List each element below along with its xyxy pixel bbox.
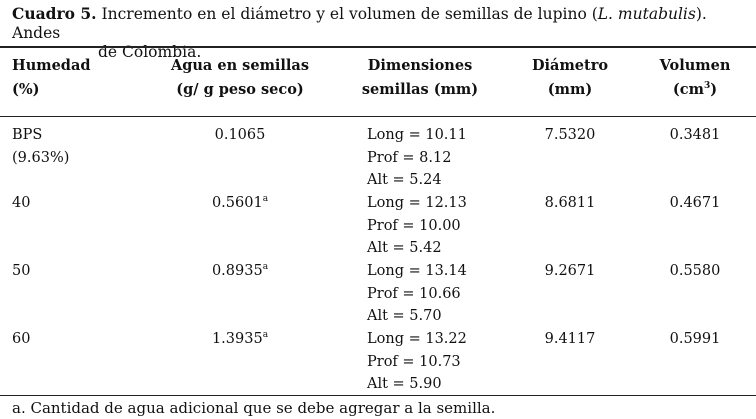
header-agua-label: Agua en semillas bbox=[170, 57, 309, 74]
cell-agua: 0.1065 bbox=[150, 124, 330, 147]
cell-agua-footnote-mark: a bbox=[262, 262, 269, 273]
cell-humedad-line: BPS bbox=[12, 127, 43, 143]
cell-dimension-line: Long = 13.22 bbox=[367, 331, 467, 347]
cell-agua-value: 0.8935 bbox=[211, 263, 263, 279]
caption-species: L. mutabulis bbox=[597, 5, 696, 23]
cell-volumen: 0.5580 bbox=[669, 263, 721, 279]
header-diametro-unit: (mm) bbox=[547, 81, 593, 98]
volumen-unit-open: (cm bbox=[672, 81, 704, 98]
cell-dimension-line: Alt = 5.70 bbox=[367, 308, 442, 324]
cell-humedad-line bbox=[12, 351, 30, 374]
cell-dimension-line: Long = 13.14 bbox=[367, 263, 467, 279]
table-top-rule bbox=[0, 46, 756, 48]
cell-agua: 0.5601a bbox=[150, 192, 330, 215]
header-diametro-label: Diámetro bbox=[531, 57, 609, 74]
cell-agua-footnote-mark: a bbox=[262, 330, 269, 341]
cell-dimension-line: Prof = 8.12 bbox=[367, 149, 452, 166]
cell-dimension-line: Prof = 10.00 bbox=[367, 217, 461, 234]
header-humedad: Humedad (%) bbox=[12, 54, 90, 102]
cell-humedad: 60 bbox=[12, 328, 30, 373]
cell-humedad: 40 bbox=[12, 192, 30, 237]
cell-dimension-line: Prof = 10.66 bbox=[367, 285, 461, 302]
cell-dimension-line: Long = 12.13 bbox=[367, 195, 467, 211]
cell-diametro: 9.2671 bbox=[544, 263, 596, 279]
header-dimensiones-label: Dimensiones bbox=[367, 57, 473, 74]
cell-agua-value: 0.1065 bbox=[214, 127, 266, 143]
cell-humedad: 50 bbox=[12, 260, 30, 305]
table-bottom-rule bbox=[0, 395, 756, 396]
cell-agua-value: 0.5601 bbox=[211, 195, 263, 211]
cell-humedad-line bbox=[12, 283, 30, 306]
cell-agua: 0.8935a bbox=[150, 260, 330, 283]
table-header-rule bbox=[0, 116, 756, 117]
header-agua: Agua en semillas (g/ g peso seco) bbox=[150, 54, 330, 102]
header-volumen: Volumen (cm3) bbox=[640, 54, 750, 102]
cell-agua: 1.3935a bbox=[150, 328, 330, 351]
volumen-unit-sup: 3 bbox=[703, 81, 711, 92]
cell-dimension-line: Alt = 5.24 bbox=[367, 172, 442, 188]
header-dimensiones-unit: semillas (mm) bbox=[361, 81, 479, 98]
cell-diametro: 7.5320 bbox=[544, 127, 596, 143]
cell-dimension-line: Long = 10.11 bbox=[367, 127, 467, 143]
header-dimensiones: Dimensiones semillas (mm) bbox=[340, 54, 500, 102]
cell-humedad-line: 40 bbox=[12, 195, 31, 211]
cell-diametro: 9.4117 bbox=[544, 331, 596, 347]
cell-humedad-line: 60 bbox=[12, 331, 31, 347]
cell-diametro: 8.6811 bbox=[544, 195, 596, 211]
cell-volumen: 0.5991 bbox=[669, 331, 721, 347]
table-footnote: a. Cantidad de agua adicional que se deb… bbox=[12, 399, 496, 417]
cell-dimension-line: Alt = 5.42 bbox=[367, 240, 442, 256]
header-volumen-unit: (cm3) bbox=[640, 78, 750, 102]
cell-humedad-line: (9.63%) bbox=[12, 149, 70, 166]
cell-agua-footnote-mark: a bbox=[262, 194, 269, 205]
cell-agua-value: 1.3935 bbox=[211, 331, 263, 347]
header-humedad-label: Humedad bbox=[12, 57, 91, 74]
cell-dimension-line: Prof = 10.73 bbox=[367, 353, 461, 370]
cell-dimensiones: Long = 13.22 Prof = 10.73 Alt = 5.90 bbox=[367, 328, 467, 396]
cell-dimensiones: Long = 10.11 Prof = 8.12 Alt = 5.24 bbox=[367, 124, 467, 192]
cell-dimension-line: Alt = 5.90 bbox=[367, 376, 442, 392]
cell-dimensiones: Long = 13.14 Prof = 10.66 Alt = 5.70 bbox=[367, 260, 467, 328]
header-agua-unit: (g/ g peso seco) bbox=[176, 81, 304, 98]
table-caption: Cuadro 5. Incremento en el diámetro y el… bbox=[12, 4, 747, 62]
caption-text-end: ). Andes bbox=[12, 5, 707, 42]
volumen-unit-close: ) bbox=[710, 81, 718, 98]
header-volumen-label: Volumen bbox=[659, 57, 731, 74]
cell-humedad-line: 50 bbox=[12, 263, 31, 279]
header-humedad-unit: (%) bbox=[12, 81, 40, 98]
cell-humedad: BPS (9.63%) bbox=[12, 124, 69, 169]
cell-volumen: 0.4671 bbox=[669, 195, 721, 211]
cell-volumen: 0.3481 bbox=[669, 127, 721, 143]
cell-dimensiones: Long = 12.13 Prof = 10.00 Alt = 5.42 bbox=[367, 192, 467, 260]
caption-label: Cuadro 5. bbox=[12, 4, 97, 23]
caption-text: Incremento en el diámetro y el volumen d… bbox=[96, 5, 598, 23]
cell-humedad-line bbox=[12, 215, 30, 238]
header-diametro: Diámetro (mm) bbox=[515, 54, 625, 102]
